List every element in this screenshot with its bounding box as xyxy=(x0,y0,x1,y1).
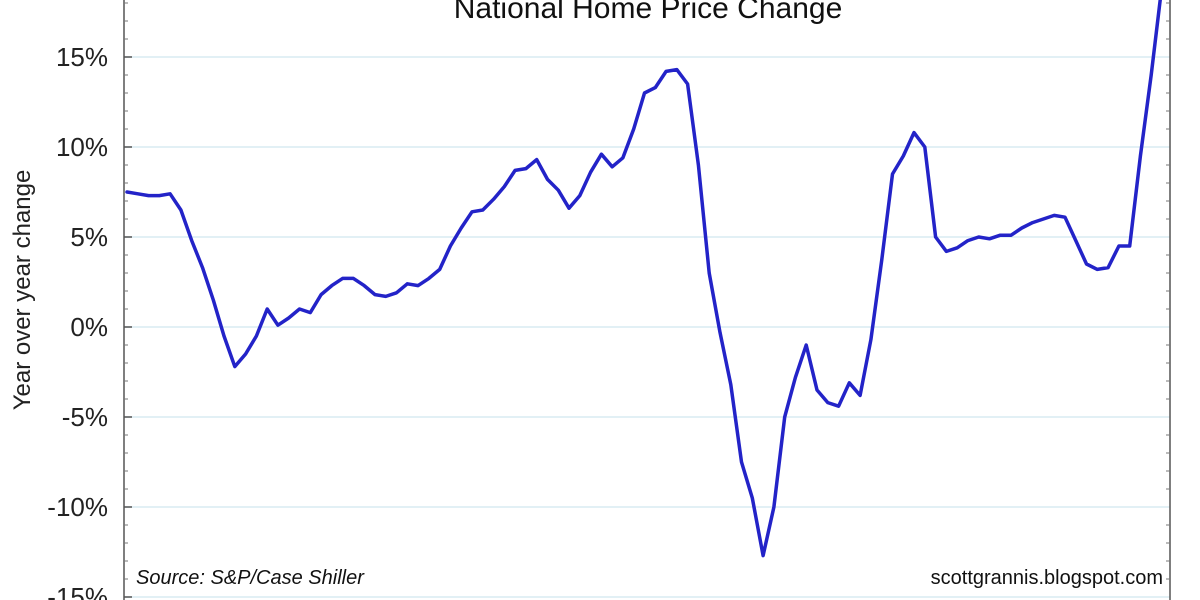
y-tick-label: -15% xyxy=(47,582,108,600)
chart-title: National Home Price Change xyxy=(454,0,843,25)
source-note: Source: S&P/Case Shiller xyxy=(136,567,365,589)
y-tick-label: -5% xyxy=(62,402,108,432)
y-axis-ticks: 15% 10% 5% 0% -5% -10% -15% xyxy=(47,2,1170,600)
y-tick-label: 15% xyxy=(56,42,108,72)
series-line xyxy=(125,0,1162,558)
y-tick-label: 5% xyxy=(70,222,108,252)
y-axis-label: Year over year change xyxy=(9,170,36,411)
plot-background xyxy=(124,0,1170,600)
y-tick-label: 0% xyxy=(70,312,108,342)
y-tick-label: 10% xyxy=(56,132,108,162)
series-layer xyxy=(125,0,1162,558)
y-tick-label: -10% xyxy=(47,492,108,522)
gridlines xyxy=(124,56,1170,598)
credit-text: scottgrannis.blogspot.com xyxy=(931,567,1163,589)
